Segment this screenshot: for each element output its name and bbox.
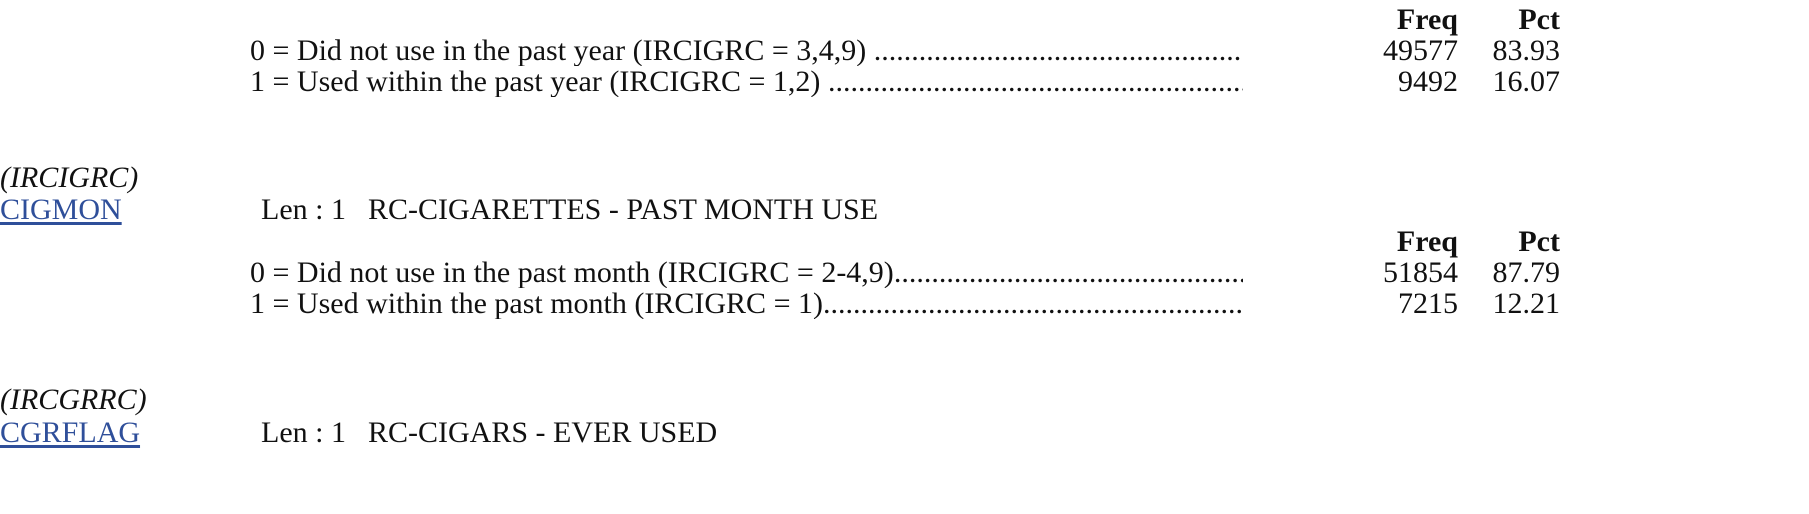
row-label: 0 = Did not use in the past month (IRCIG… (250, 258, 1243, 288)
source-variable: (IRCGRRC) (0, 383, 147, 416)
freq-value: 9492 (1398, 65, 1458, 98)
freq-value: 49577 (1383, 34, 1458, 67)
dot-leader: ........................................… (873, 36, 1243, 66)
variable-description: RC-CIGARS - EVER USED (368, 416, 718, 449)
pct-value: 12.21 (1492, 287, 1561, 320)
variable-link-cigmon[interactable]: CIGMON (0, 193, 122, 226)
row-label: 1 = Used within the past month (IRCIGRC … (250, 289, 1243, 319)
length-label: Len : 1 (261, 193, 346, 226)
freq-value: 7215 (1398, 287, 1458, 320)
pct-header: Pct (1518, 225, 1560, 258)
pct-value: 83.93 (1492, 34, 1561, 67)
pct-value: 87.79 (1492, 256, 1561, 289)
variable-description: RC-CIGARETTES - PAST MONTH USE (368, 193, 879, 226)
dot-leader: ........................................… (893, 258, 1243, 288)
dot-leader: ........................................… (822, 289, 1243, 319)
row-label: 1 = Used within the past year (IRCIGRC =… (250, 67, 1243, 97)
freq-header: Freq (1396, 225, 1458, 258)
pct-value: 16.07 (1492, 65, 1561, 98)
dot-leader: ........................................… (827, 67, 1243, 97)
source-variable: (IRCIGRC) (0, 161, 139, 194)
freq-value: 51854 (1383, 256, 1458, 289)
variable-link-cgrflag[interactable]: CGRFLAG (0, 416, 141, 449)
length-label: Len : 1 (261, 416, 346, 449)
freq-header: Freq (1396, 3, 1458, 36)
pct-header: Pct (1518, 3, 1560, 36)
row-label: 0 = Did not use in the past year (IRCIGR… (250, 36, 1243, 66)
